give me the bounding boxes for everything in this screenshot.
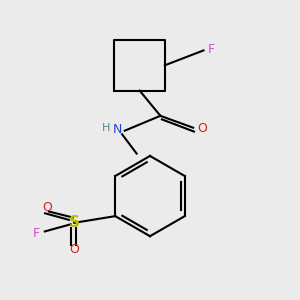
Text: S: S <box>69 215 80 230</box>
Text: H: H <box>101 123 110 133</box>
Text: N: N <box>113 123 122 136</box>
Text: O: O <box>197 122 207 135</box>
Text: F: F <box>32 227 39 240</box>
Text: O: O <box>43 202 52 214</box>
Text: F: F <box>208 43 215 56</box>
Text: O: O <box>69 243 79 256</box>
